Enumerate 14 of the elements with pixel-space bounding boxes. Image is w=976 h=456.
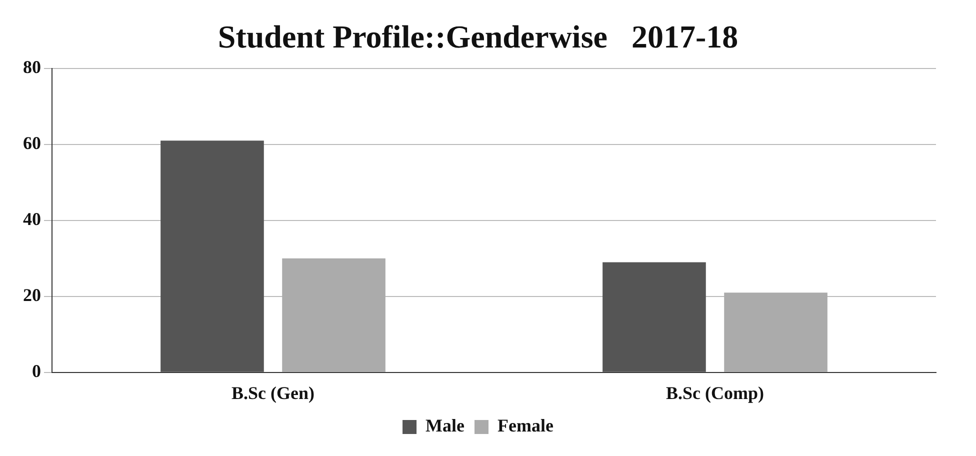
bar — [724, 292, 828, 372]
x-tick-label: B.Sc (Comp) — [666, 382, 764, 403]
chart-title: Student Profile::Genderwise 2017-18 — [218, 18, 738, 54]
x-tick-label: B.Sc (Gen) — [232, 382, 314, 403]
y-tick-label: 40 — [23, 209, 41, 230]
y-tick-label: 60 — [23, 133, 41, 154]
legend-label: Female — [498, 416, 554, 436]
legend-label: Male — [426, 416, 465, 436]
bar — [282, 258, 386, 372]
y-tick-label: 0 — [32, 361, 41, 382]
bar — [602, 262, 706, 372]
y-tick-label: 20 — [23, 285, 41, 306]
y-tick-label: 80 — [23, 57, 41, 78]
bar — [160, 140, 264, 372]
